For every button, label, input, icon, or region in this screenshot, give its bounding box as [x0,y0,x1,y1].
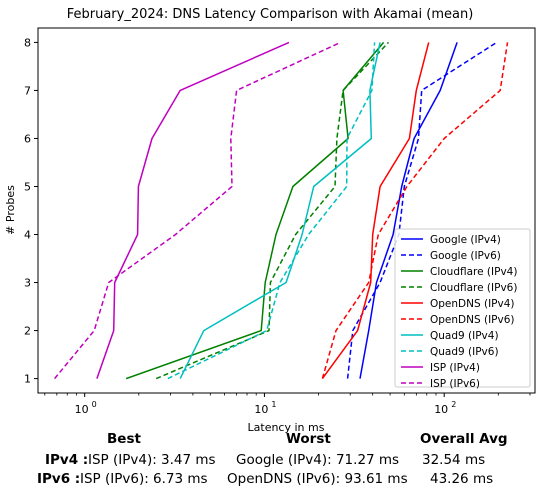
plot-frame [37,27,536,394]
legend-label: Google (IPv4) [430,234,501,246]
legend-label: Cloudflare (IPv6) [430,282,517,294]
legend-label: Quad9 (IPv6) [430,346,499,358]
series-line-cloudflare-ipv6 [155,41,390,380]
legend-label: OpenDNS (IPv4) [430,298,515,310]
y-tick-label: 8 [24,36,31,49]
x-axis-ticks: 10 0 10 1 10 2 [44,393,531,416]
legend-label: ISP (IPv6) [430,378,480,390]
legend-label: ISP (IPv4) [430,362,480,374]
series-line-opendns-ipv4 [321,42,430,380]
series-line-google-ipv4 [359,42,458,379]
x-tick-label: 10 [254,403,268,416]
chart-title: February_2024: DNS Latency Comparison wi… [67,7,474,22]
series-line-cloudflare-ipv4 [125,41,385,380]
x-tick-label: 10 [75,403,89,416]
series-line-opendns-ipv6 [321,42,509,379]
y-tick-label: 3 [24,277,31,290]
series-line-quad9-ipv4 [179,42,381,379]
y-tick-label: 1 [24,373,31,386]
x-tick-exponent: 0 [92,400,97,409]
legend-box [394,228,531,388]
legend: Google (IPv4) Google (IPv6) Cloudflare (IP… [394,228,531,390]
x-tick-exponent: 2 [451,400,456,409]
legend-label: Quad9 (IPv4) [430,330,499,342]
legend-label: Cloudflare (IPv4) [430,266,517,278]
series-line-isp-ipv6 [54,41,341,380]
x-axis-label: Latency in ms [248,421,325,434]
series-line-isp-ipv4 [96,41,290,379]
series-lines [54,41,509,380]
series-line-google-ipv6 [346,41,498,379]
y-axis-label: # Probes [4,185,17,235]
y-tick-label: 2 [24,325,31,338]
y-tick-label: 4 [24,229,31,242]
x-tick-exponent: 1 [271,400,276,409]
legend-label: OpenDNS (IPv6) [430,314,515,326]
legend-label: Google (IPv6) [430,250,501,262]
y-tick-label: 5 [24,180,31,193]
y-tick-label: 7 [24,84,31,97]
series-line-quad9-ipv6 [167,42,376,380]
y-tick-label: 6 [24,132,31,145]
x-tick-label: 10 [434,403,448,416]
y-axis-ticks: 1 2 3 4 5 6 7 8 [24,36,38,386]
